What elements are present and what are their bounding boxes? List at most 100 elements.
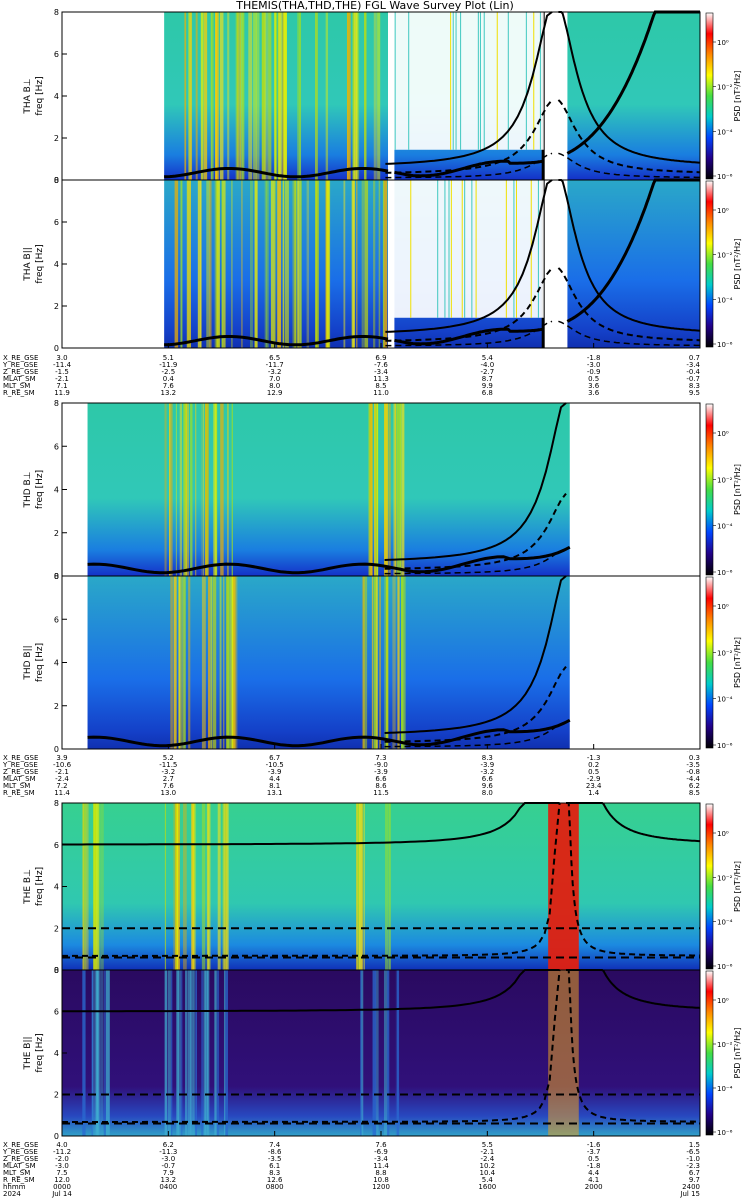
thd-ephemeris: X_RE_GSE 3.9 5.2 6.7 7.3 8.3 -1.3 0.3 Y_RE_GSE -1… <box>2 744 701 797</box>
colorbar-label: PSD [nT²/Hz] <box>733 239 742 290</box>
ephemeris-value: -0.4 <box>686 368 700 376</box>
wave-burst <box>315 12 318 180</box>
wave-burst <box>164 970 168 1136</box>
ephemeris-label: Y_RE_GSE <box>2 1148 38 1156</box>
ephemeris-value: 6.7 <box>689 1169 700 1177</box>
spectrogram-segment <box>87 403 570 576</box>
wave-burst <box>212 576 217 749</box>
wave-burst <box>352 180 355 348</box>
wave-burst <box>375 576 378 749</box>
colorbar <box>705 180 714 348</box>
ephemeris-value: -1.8 <box>587 354 601 362</box>
y-tick-label: 4 <box>54 883 59 892</box>
y-tick-label: 2 <box>54 702 59 711</box>
ephemeris-value: -3.9 <box>480 761 494 769</box>
wave-burst <box>393 403 396 576</box>
y-tick-label: 8 <box>54 176 59 185</box>
wave-burst <box>167 970 171 1136</box>
axis-title: freq [Hz] <box>35 643 45 682</box>
ephemeris-value: 7.6 <box>163 382 175 390</box>
tha-panel-1: 0 2 4 6 8 THA B|| freq [Hz] 10⁰ 10⁻² 10⁻⁴ 10⁻⁶ PSD … <box>23 176 742 353</box>
wave-burst <box>232 576 236 749</box>
wave-burst <box>254 180 258 348</box>
frequency-curve <box>384 492 567 570</box>
wave-burst <box>223 803 228 970</box>
spectrogram-segment <box>567 12 700 180</box>
sparse-data <box>388 180 544 318</box>
wave-burst <box>189 180 191 348</box>
intense-band <box>548 970 579 1136</box>
ephemeris-value: 10.2 <box>480 1162 496 1170</box>
colorbar-tick-label: 10⁻⁶ <box>717 1129 733 1137</box>
colorbar-label: PSD [nT²/Hz] <box>733 464 742 515</box>
colorbar <box>705 576 714 749</box>
y-tick-label: 0 <box>54 745 59 754</box>
wave-burst <box>371 576 373 749</box>
frequency-curve <box>385 99 553 174</box>
ephemeris-value: 7.6 <box>163 782 175 790</box>
ephemeris-value: 8.1 <box>269 782 280 790</box>
colorbar-tick-label: 10⁻² <box>717 252 733 260</box>
wave-burst <box>192 803 197 970</box>
colorbar-tick-label: 10⁻² <box>717 874 733 882</box>
wave-burst <box>358 12 360 180</box>
colorbar-label: PSD [nT²/Hz] <box>733 71 742 122</box>
wave-burst <box>195 403 197 576</box>
colorbar-tick-label: 10⁻⁴ <box>717 1085 733 1093</box>
fce-trace <box>394 327 544 346</box>
wave-burst <box>394 12 396 150</box>
axis-title: freq [Hz] <box>35 867 45 906</box>
y-tick-label: 8 <box>54 966 59 975</box>
ephemeris-value: 8.0 <box>269 382 280 390</box>
wave-burst <box>215 12 219 180</box>
frequency-curve <box>557 99 700 174</box>
wave-burst <box>383 970 388 1136</box>
panel-label: THD B⊥ <box>23 471 33 508</box>
ephemeris-value: -3.9 <box>374 768 388 776</box>
colorbar <box>705 970 714 1136</box>
wave-burst <box>214 403 217 576</box>
y-tick-label: 0 <box>54 572 59 581</box>
wave-burst <box>264 12 266 180</box>
wave-burst <box>248 12 253 180</box>
wave-burst <box>325 12 329 180</box>
wave-burst <box>376 403 378 576</box>
wave-burst <box>176 803 179 970</box>
wave-burst <box>374 403 379 576</box>
ephemeris-label: MLT_SM <box>3 782 30 790</box>
wave-burst <box>477 12 479 150</box>
wave-burst <box>94 970 96 1136</box>
ephemeris-value: 7.1 <box>56 382 67 390</box>
ephemeris-value: -2.0 <box>55 1155 69 1163</box>
ephemeris-value: 5.2 <box>163 754 174 762</box>
frequency-curve <box>384 402 567 561</box>
ephemeris-value: 3.0 <box>56 354 67 362</box>
ephemeris-value: 0000 <box>53 1183 71 1191</box>
wave-burst <box>382 180 385 348</box>
ephemeris-value: -2.1 <box>55 375 69 383</box>
ephemeris-value: 6.8 <box>482 389 493 397</box>
sparse-data <box>388 12 544 150</box>
ephemeris-label: Z_RE_GSE <box>3 368 38 376</box>
wave-burst <box>327 180 331 348</box>
ephemeris-value: -2.7 <box>480 368 494 376</box>
wave-burst <box>299 180 302 348</box>
wave-burst <box>170 576 173 749</box>
y-tick-label: 0 <box>54 344 59 353</box>
ephemeris-value: -2.4 <box>55 775 69 783</box>
ephemeris-value: -11.3 <box>159 1148 177 1156</box>
wave-burst <box>175 803 177 970</box>
ephemeris-value: -1.6 <box>587 1141 601 1149</box>
y-tick-label: 6 <box>54 1008 59 1017</box>
ephemeris-value: 8.3 <box>269 1169 280 1177</box>
y-tick-label: 2 <box>54 1091 59 1100</box>
wave-burst <box>355 12 359 180</box>
ephemeris-value: 3.6 <box>588 382 600 390</box>
wave-burst <box>364 12 367 180</box>
ephemeris-value: -3.0 <box>55 1162 69 1170</box>
ephemeris-value: 8.7 <box>482 375 493 383</box>
wave-burst <box>273 12 277 180</box>
wave-burst <box>401 403 405 576</box>
wave-burst <box>169 403 173 576</box>
ephemeris-value: -10.6 <box>53 761 72 769</box>
